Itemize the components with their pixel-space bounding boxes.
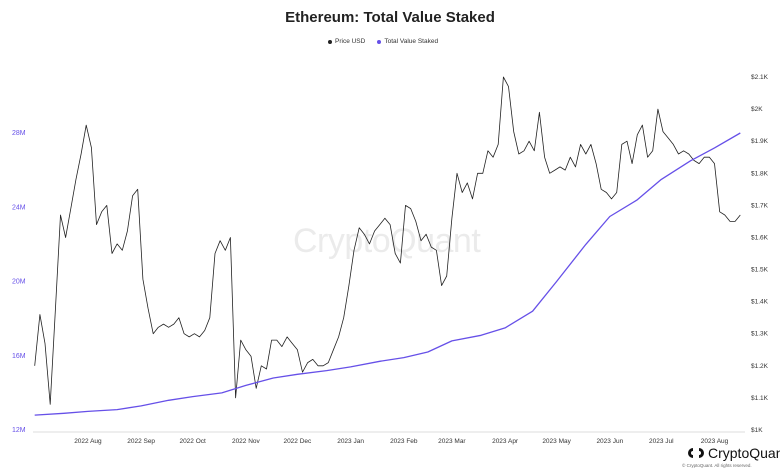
right-tick-label: $1.9K <box>751 138 769 145</box>
legend-marker-price <box>328 39 332 44</box>
x-tick-label: 2022 Nov <box>232 438 261 445</box>
price-usd-line <box>34 76 741 405</box>
left-axis: 12M 16M 20M 24M 28M <box>12 130 26 434</box>
x-tick-label: 2023 Feb <box>390 438 418 445</box>
x-tick-label: 2023 Jun <box>596 438 623 445</box>
right-tick-label: $1.8K <box>751 170 769 177</box>
legend-item-staked[interactable]: Total Value Staked <box>377 38 438 45</box>
x-tick-label: 2022 Sep <box>127 438 155 445</box>
cryptoquant-logo-icon <box>688 448 704 458</box>
x-tick-label: 2022 Aug <box>74 438 102 445</box>
legend-label-price: Price USD <box>335 38 366 45</box>
plot-lines <box>34 76 741 416</box>
legend-item-price[interactable]: Price USD <box>328 38 365 45</box>
x-tick-label: 2023 Jul <box>649 438 674 445</box>
left-tick-label: 12M <box>12 427 26 434</box>
x-tick-label: 2023 Apr <box>492 438 519 445</box>
x-tick-label: 2022 Oct <box>179 438 206 445</box>
chart-title: Ethereum: Total Value Staked <box>285 9 495 26</box>
chart-legend: Price USD Total Value Staked <box>328 38 438 45</box>
right-tick-label: $2.1K <box>751 74 769 81</box>
right-tick-label: $1K <box>751 427 763 434</box>
right-tick-label: $1.7K <box>751 202 769 209</box>
right-tick-label: $1.1K <box>751 395 769 402</box>
total-value-staked-line <box>34 132 741 416</box>
right-tick-label: $1.5K <box>751 267 769 274</box>
right-tick-label: $2K <box>751 106 763 113</box>
x-tick-label: 2023 Aug <box>701 438 729 445</box>
right-axis: $1K $1.1K $1.2K $1.3K $1.4K $1.5K $1.6K $1.7K $1… <box>751 74 769 434</box>
left-tick-label: 16M <box>12 353 26 360</box>
x-tick-label: 2023 Jan <box>337 438 364 445</box>
x-tick-label: 2023 May <box>542 438 571 445</box>
legend-marker-staked <box>377 39 382 44</box>
x-tick-label: 2023 Mar <box>438 438 466 445</box>
left-tick-label: 20M <box>12 279 26 286</box>
brand-name: CryptoQuant <box>708 445 780 461</box>
x-axis: 2022 Aug 2022 Sep 2022 Oct 2022 Nov 2022 Dec… <box>74 438 728 445</box>
right-tick-label: $1.6K <box>751 234 769 241</box>
brand-logo: CryptoQuant <box>687 445 780 461</box>
copyright-text: © CryptoQuant. All rights reserved. <box>682 463 752 468</box>
right-tick-label: $1.2K <box>751 363 769 370</box>
legend-label-staked: Total Value Staked <box>384 38 439 45</box>
left-tick-label: 24M <box>12 204 26 211</box>
right-tick-label: $1.4K <box>751 299 769 306</box>
left-tick-label: 28M <box>12 130 26 137</box>
x-tick-label: 2022 Dec <box>283 438 312 445</box>
right-tick-label: $1.3K <box>751 331 769 338</box>
